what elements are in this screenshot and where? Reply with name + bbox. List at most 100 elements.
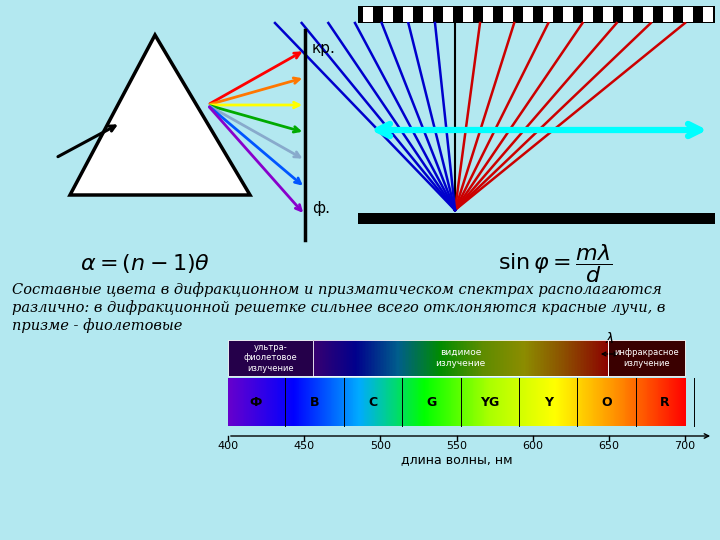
Bar	[482, 378, 483, 426]
Text: Y: Y	[544, 395, 553, 408]
Bar	[552, 378, 553, 426]
Bar	[310, 378, 311, 426]
Bar	[500, 378, 501, 426]
Text: $\lambda$: $\lambda$	[606, 331, 615, 346]
Bar	[444, 378, 446, 426]
Bar	[398, 378, 400, 426]
Bar	[465, 378, 467, 426]
Bar	[466, 378, 467, 426]
Bar	[320, 378, 321, 426]
Bar	[644, 378, 646, 426]
Bar	[557, 340, 559, 376]
Bar	[541, 378, 543, 426]
Bar	[439, 340, 441, 376]
Bar	[273, 378, 274, 426]
Bar	[643, 7, 653, 22]
Text: 400: 400	[217, 441, 238, 451]
Bar	[330, 340, 333, 376]
Bar	[582, 378, 583, 426]
Bar	[434, 378, 436, 426]
Bar	[574, 340, 576, 376]
Bar	[602, 378, 603, 426]
Bar	[274, 378, 275, 426]
Bar	[435, 340, 436, 376]
Bar	[502, 378, 503, 426]
Bar	[559, 340, 561, 376]
Bar	[327, 378, 328, 426]
Bar	[523, 340, 526, 376]
Bar	[554, 340, 557, 376]
Bar	[494, 378, 495, 426]
Bar	[346, 340, 348, 376]
Bar	[343, 340, 345, 376]
Bar	[508, 378, 510, 426]
Bar	[467, 340, 469, 376]
Bar	[546, 340, 548, 376]
Bar	[408, 378, 410, 426]
Text: видимое
излучение: видимое излучение	[436, 348, 485, 368]
Bar	[631, 378, 632, 426]
Bar	[228, 340, 313, 376]
Bar	[401, 378, 402, 426]
Bar	[265, 378, 266, 426]
Bar	[630, 378, 631, 426]
Bar	[359, 378, 361, 426]
Bar	[431, 378, 432, 426]
Bar	[609, 378, 611, 426]
Bar	[341, 340, 343, 376]
Bar	[483, 7, 493, 22]
Bar	[336, 378, 338, 426]
Bar	[684, 378, 685, 426]
Bar	[577, 340, 579, 376]
Bar	[567, 340, 569, 376]
Bar	[243, 378, 244, 426]
Bar	[451, 378, 452, 426]
Bar	[340, 340, 342, 376]
Bar	[343, 378, 344, 426]
Bar	[257, 378, 258, 426]
Bar	[421, 340, 423, 376]
Bar	[509, 378, 510, 426]
Bar	[640, 378, 642, 426]
Bar	[546, 378, 548, 426]
Bar	[332, 340, 334, 376]
Bar	[438, 378, 439, 426]
Bar	[489, 378, 490, 426]
Bar	[449, 340, 451, 376]
Bar	[253, 378, 255, 426]
Bar	[405, 378, 406, 426]
Bar	[462, 378, 464, 426]
Bar	[424, 378, 426, 426]
Bar	[563, 378, 564, 426]
Bar	[252, 378, 253, 426]
Bar	[677, 378, 678, 426]
Bar	[681, 378, 683, 426]
Bar	[383, 7, 393, 22]
Bar	[562, 378, 563, 426]
Bar	[581, 340, 583, 376]
Bar	[446, 340, 449, 376]
Bar	[498, 340, 500, 376]
Bar	[369, 340, 372, 376]
Bar	[528, 340, 530, 376]
Bar	[469, 378, 470, 426]
Bar	[575, 378, 577, 426]
Bar	[456, 340, 459, 376]
Bar	[320, 378, 322, 426]
Bar	[599, 340, 601, 376]
Bar	[474, 340, 477, 376]
Bar	[346, 378, 348, 426]
Bar	[504, 378, 505, 426]
Bar	[595, 378, 597, 426]
Bar	[358, 6, 715, 23]
Bar	[659, 378, 660, 426]
Bar	[300, 378, 302, 426]
Bar	[403, 7, 413, 22]
Bar	[276, 378, 278, 426]
Bar	[423, 7, 433, 22]
Bar	[644, 378, 645, 426]
Bar	[264, 378, 265, 426]
Bar	[326, 340, 328, 376]
Bar	[600, 340, 603, 376]
Bar	[667, 378, 669, 426]
